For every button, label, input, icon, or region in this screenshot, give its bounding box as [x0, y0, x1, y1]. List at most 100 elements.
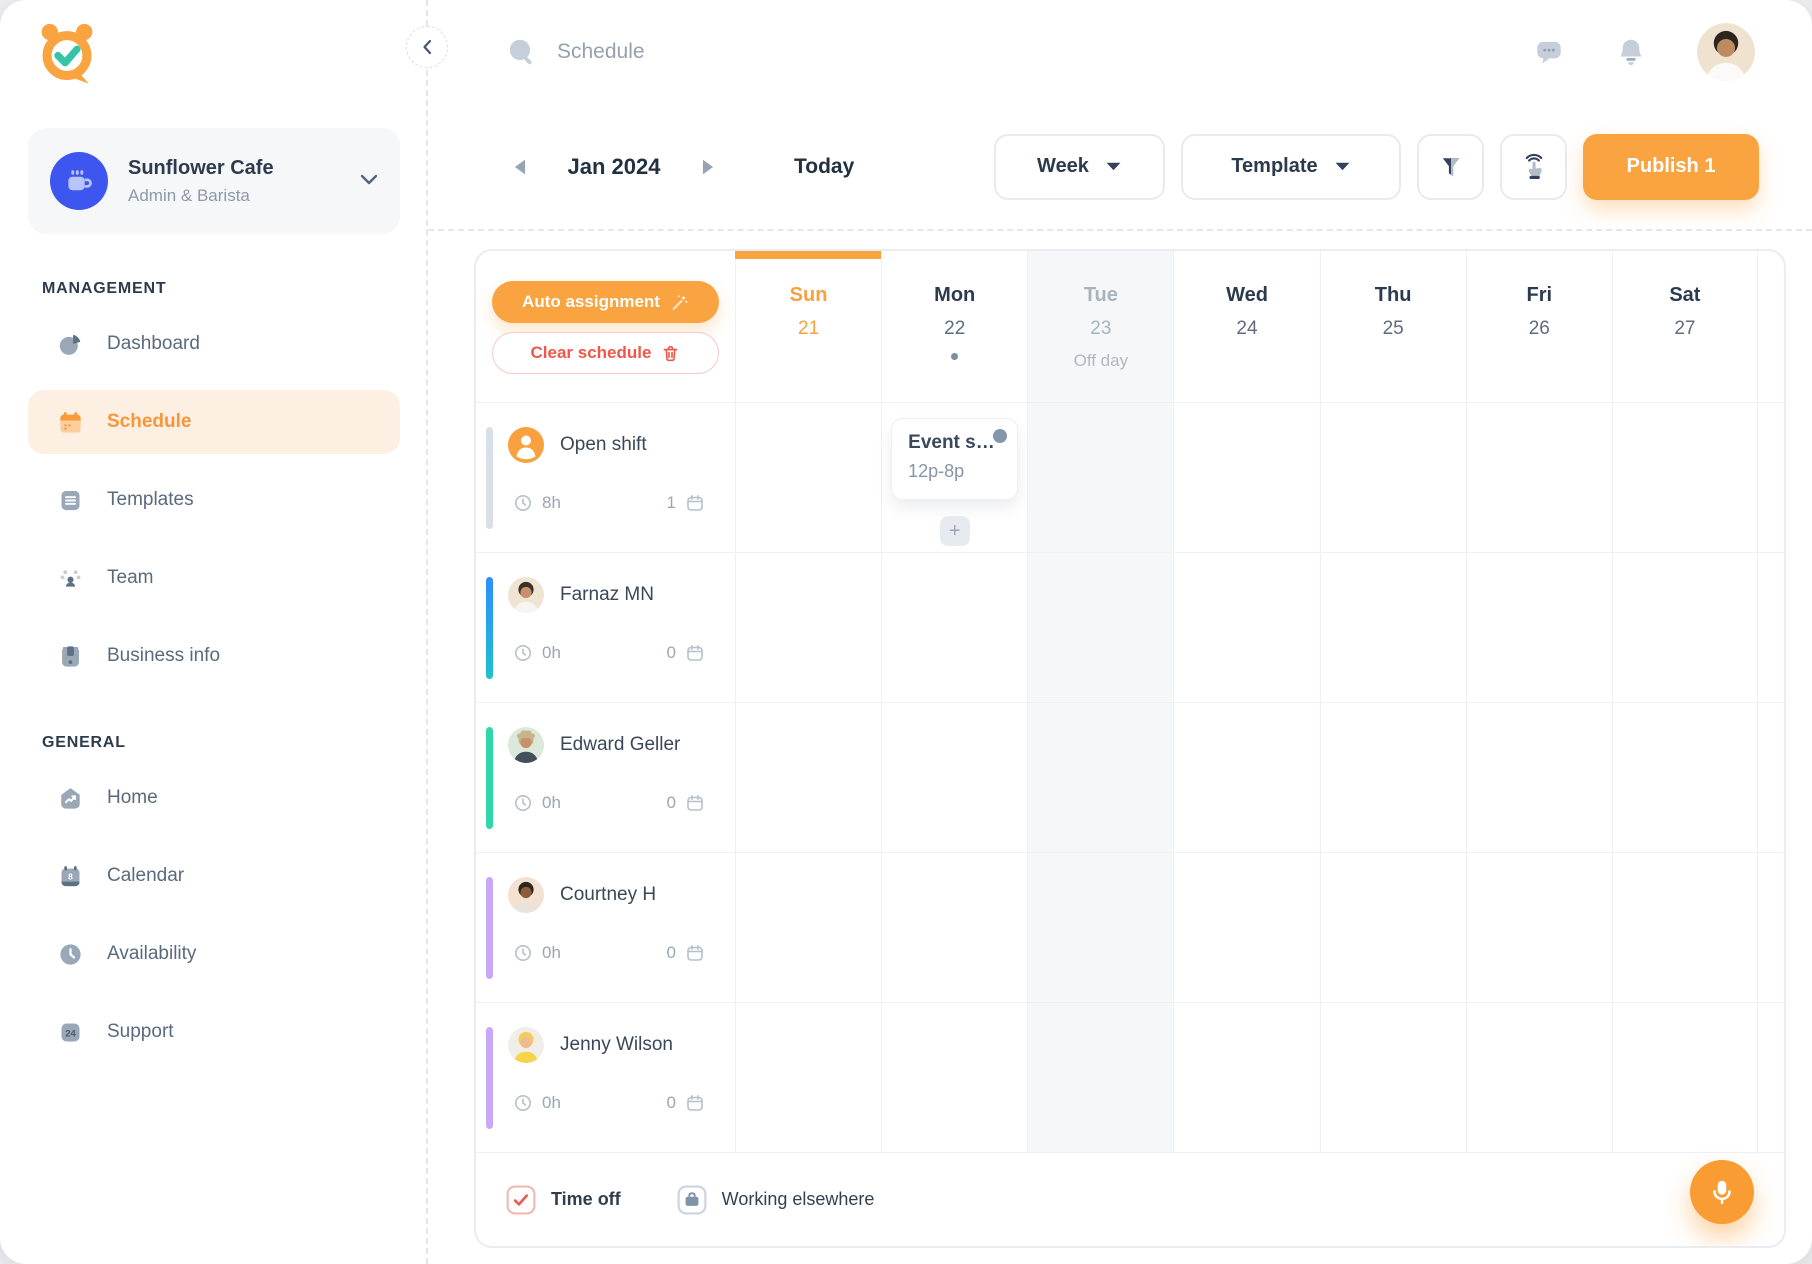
- auto-assignment-button[interactable]: Auto assignment: [492, 281, 719, 323]
- shift-cell-open-shift-wed[interactable]: [1173, 403, 1319, 552]
- day-header-mon[interactable]: Mon 22: [881, 251, 1027, 402]
- employee-cell-edward-geller[interactable]: Edward Geller 0h 0: [476, 703, 735, 852]
- employee-cell-open-shift[interactable]: Open shift 8h 1: [476, 403, 735, 552]
- shift-cell-edward-geller-fri[interactable]: [1465, 703, 1612, 852]
- shift-cell-jenny-wilson-wed[interactable]: [1173, 1003, 1319, 1152]
- calendar-icon: [685, 793, 705, 813]
- shift-cell-farnaz-mn-fri[interactable]: [1465, 553, 1612, 702]
- sidebar-item-calendar[interactable]: 8 Calendar: [28, 844, 400, 908]
- employee-cell-jenny-wilson[interactable]: Jenny Wilson 0h 0: [476, 1003, 735, 1152]
- sidebar-item-label: Templates: [107, 489, 194, 510]
- user-avatar[interactable]: [1697, 23, 1755, 81]
- svg-text:24: 24: [65, 1028, 76, 1039]
- shift-cell-open-shift-mon[interactable]: Event s… 12p-8p +: [881, 403, 1027, 552]
- chevron-left-icon: [423, 39, 432, 55]
- employee-cell-farnaz-mn[interactable]: Farnaz MN 0h 0: [476, 553, 735, 702]
- shift-cell-farnaz-mn-thu[interactable]: [1319, 553, 1466, 702]
- day-header-thu[interactable]: Thu 25: [1319, 251, 1466, 402]
- sidebar-item-support[interactable]: 24 Support: [28, 1000, 400, 1064]
- sidebar-item-dashboard[interactable]: Dashboard: [28, 312, 400, 376]
- day-header-fri[interactable]: Fri 26: [1465, 251, 1612, 402]
- employee-color-bar: [486, 1027, 493, 1129]
- day-date: 24: [1236, 318, 1258, 339]
- today-button[interactable]: Today: [788, 154, 860, 180]
- shift-cell-farnaz-mn-sun[interactable]: [735, 553, 881, 702]
- employee-hours: 8h: [542, 493, 561, 512]
- shift-cell-farnaz-mn-wed[interactable]: [1173, 553, 1319, 702]
- day-header-sat[interactable]: Sat 27: [1611, 251, 1758, 402]
- day-name: Fri: [1526, 284, 1553, 306]
- shift-cell-courtney-h-fri[interactable]: [1465, 853, 1612, 1002]
- chat-icon[interactable]: [1533, 36, 1565, 68]
- tap-select-button[interactable]: [1500, 133, 1567, 200]
- shift-cell-courtney-h-tue[interactable]: [1027, 853, 1174, 1002]
- shift-cell-farnaz-mn-sat[interactable]: [1611, 553, 1758, 702]
- publish-button[interactable]: Publish 1: [1583, 133, 1759, 200]
- chevron-down-icon: [1334, 155, 1351, 178]
- page-title: Schedule: [557, 40, 645, 63]
- schedule-row-jenny-wilson: Jenny Wilson 0h 0: [476, 1003, 1784, 1153]
- shift-cell-jenny-wilson-mon[interactable]: [881, 1003, 1027, 1152]
- shift-cell-open-shift-sat[interactable]: [1611, 403, 1758, 552]
- nav-section-title-general: GENERAL: [42, 734, 126, 751]
- shift-cell-jenny-wilson-sat[interactable]: [1611, 1003, 1758, 1152]
- day-header-tue[interactable]: Tue 23 Off day: [1027, 251, 1174, 402]
- calendar-icon: [685, 643, 705, 663]
- shift-cell-edward-geller-wed[interactable]: [1173, 703, 1319, 852]
- day-date: 26: [1528, 318, 1550, 339]
- shift-cell-courtney-h-thu[interactable]: [1319, 853, 1466, 1002]
- shift-cell-open-shift-tue[interactable]: [1027, 403, 1174, 552]
- coffee-cup-icon: [68, 170, 92, 191]
- sidebar-item-business-info[interactable]: Business info: [28, 624, 400, 688]
- next-month-button[interactable]: [696, 154, 720, 180]
- legend-item-working-elsewhere[interactable]: Working elsewhere: [677, 1185, 874, 1215]
- shift-cell-open-shift-fri[interactable]: [1465, 403, 1612, 552]
- employee-cell-courtney-h[interactable]: Courtney H 0h 0: [476, 853, 735, 1002]
- shift-cell-edward-geller-tue[interactable]: [1027, 703, 1174, 852]
- add-shift-button[interactable]: +: [939, 516, 970, 546]
- shift-cell-courtney-h-mon[interactable]: [881, 853, 1027, 1002]
- bell-icon[interactable]: [1615, 36, 1647, 68]
- shift-cell-edward-geller-sun[interactable]: [735, 703, 881, 852]
- clear-schedule-button[interactable]: Clear schedule: [492, 332, 719, 374]
- day-header-wed[interactable]: Wed 24: [1173, 251, 1319, 402]
- shift-cell-courtney-h-wed[interactable]: [1173, 853, 1319, 1002]
- view-select[interactable]: Week: [994, 133, 1165, 200]
- shift-cell-jenny-wilson-tue[interactable]: [1027, 1003, 1174, 1152]
- sidebar-collapse-button[interactable]: [406, 26, 448, 68]
- month-label: Jan 2024: [567, 153, 661, 179]
- event-title: Event s…: [908, 432, 995, 453]
- sidebar-item-schedule[interactable]: Schedule: [28, 390, 400, 454]
- topbar-actions: [1533, 23, 1755, 81]
- shift-cell-courtney-h-sun[interactable]: [735, 853, 881, 1002]
- shift-cell-edward-geller-sat[interactable]: [1611, 703, 1758, 852]
- shift-cell-courtney-h-sat[interactable]: [1611, 853, 1758, 1002]
- event-card[interactable]: Event s… 12p-8p: [891, 418, 1019, 500]
- svg-text:8: 8: [68, 871, 73, 881]
- shift-cell-open-shift-sun[interactable]: [735, 403, 881, 552]
- shift-cell-jenny-wilson-fri[interactable]: [1465, 1003, 1612, 1152]
- workspace-role: Admin & Barista: [128, 185, 250, 205]
- shift-cell-jenny-wilson-sun[interactable]: [735, 1003, 881, 1152]
- assistant-button[interactable]: [1690, 1160, 1754, 1224]
- filter-button[interactable]: [1417, 133, 1484, 200]
- previous-month-button[interactable]: [508, 154, 532, 180]
- sidebar-item-home[interactable]: Home: [28, 766, 400, 830]
- template-select[interactable]: Template: [1181, 133, 1401, 200]
- sidebar-item-templates[interactable]: Templates: [28, 468, 400, 532]
- shift-cell-edward-geller-thu[interactable]: [1319, 703, 1466, 852]
- availability-icon: [57, 941, 84, 968]
- sidebar-item-availability[interactable]: Availability: [28, 922, 400, 986]
- page-title-group: Schedule: [505, 36, 645, 68]
- shift-cell-farnaz-mn-tue[interactable]: [1027, 553, 1174, 702]
- view-select-label: Week: [1037, 155, 1089, 177]
- day-header-sun[interactable]: Sun 21: [735, 251, 883, 402]
- employee-name: Farnaz MN: [560, 584, 654, 605]
- shift-cell-edward-geller-mon[interactable]: [881, 703, 1027, 852]
- shift-cell-farnaz-mn-mon[interactable]: [881, 553, 1027, 702]
- legend-item-time-off[interactable]: Time off: [506, 1185, 621, 1215]
- shift-cell-open-shift-thu[interactable]: [1319, 403, 1466, 552]
- sidebar-item-team[interactable]: Team: [28, 546, 400, 610]
- workspace-switcher[interactable]: Sunflower Cafe Admin & Barista: [28, 128, 400, 234]
- shift-cell-jenny-wilson-thu[interactable]: [1319, 1003, 1466, 1152]
